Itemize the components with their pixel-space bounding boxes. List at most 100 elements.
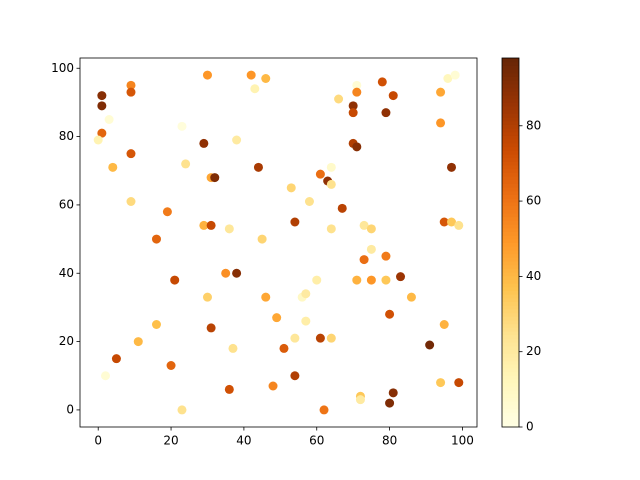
- point: [396, 272, 406, 282]
- point: [326, 224, 336, 234]
- colorbar-segment: [502, 216, 519, 221]
- point: [104, 115, 114, 124]
- colorbar-segment: [502, 128, 519, 133]
- colorbar-segment: [502, 305, 519, 310]
- colorbar-segment: [502, 272, 519, 277]
- colorbar-segment: [502, 319, 519, 325]
- colorbar-segment: [502, 168, 519, 173]
- point: [326, 162, 336, 172]
- colorbar-segment: [502, 404, 519, 410]
- colorbar-segment: [502, 98, 519, 103]
- point: [170, 275, 180, 285]
- colorbar-segment: [502, 415, 519, 421]
- colorbar-segment: [502, 153, 519, 159]
- point: [206, 220, 216, 230]
- colorbar-segment: [502, 393, 519, 398]
- point: [447, 162, 457, 172]
- colorbar-segment: [502, 275, 519, 280]
- point: [246, 70, 256, 80]
- colorbar-segment: [502, 142, 519, 148]
- colorbar-segment: [502, 375, 519, 380]
- point: [436, 87, 446, 97]
- colorbar-tick-label: 0: [526, 420, 534, 434]
- colorbar-segment: [502, 334, 519, 339]
- point: [177, 405, 187, 415]
- point: [447, 217, 457, 227]
- point: [315, 333, 325, 343]
- point: [97, 128, 107, 138]
- point: [100, 371, 110, 381]
- colorbar-segment: [502, 109, 519, 114]
- colorbar-tick-label: 40: [526, 269, 541, 283]
- colorbar-segment: [502, 349, 519, 354]
- colorbar-segment: [502, 179, 519, 184]
- point: [454, 220, 464, 230]
- colorbar-segment: [502, 264, 519, 269]
- point: [253, 162, 263, 172]
- point: [381, 251, 391, 261]
- colorbar-segment: [502, 117, 519, 122]
- point: [250, 84, 260, 94]
- colorbar-segment: [502, 224, 519, 229]
- point: [352, 275, 362, 285]
- point: [319, 405, 329, 415]
- colorbar-segment: [502, 297, 519, 303]
- colorbar-tick-label: 60: [526, 194, 541, 208]
- colorbar-segment: [502, 316, 519, 321]
- point: [385, 309, 395, 319]
- colorbar-segment: [502, 238, 519, 243]
- colorbar-segment: [502, 172, 519, 177]
- y-tick-label: 100: [51, 61, 74, 75]
- point: [366, 224, 376, 234]
- colorbar-segment: [502, 283, 519, 288]
- colorbar-segment: [502, 308, 519, 314]
- colorbar-segment: [502, 301, 519, 306]
- point: [93, 135, 103, 145]
- x-tick-label: 80: [382, 434, 397, 448]
- colorbar-segment: [502, 65, 519, 70]
- colorbar-segment: [502, 124, 519, 129]
- point: [268, 381, 278, 391]
- point: [232, 135, 242, 145]
- colorbar-segment: [502, 294, 519, 299]
- y-tick-label: 60: [59, 197, 74, 211]
- point: [199, 138, 209, 148]
- colorbar-segment: [502, 161, 519, 166]
- colorbar-segment: [502, 257, 519, 262]
- x-tick-label: 100: [451, 434, 474, 448]
- colorbar-segment: [502, 338, 519, 343]
- colorbar-segment: [502, 187, 519, 192]
- colorbar-segment: [502, 105, 519, 111]
- point: [454, 378, 464, 388]
- colorbar-segment: [502, 135, 519, 140]
- point: [315, 169, 325, 179]
- colorbar-tick-label: 80: [526, 118, 541, 132]
- point: [272, 313, 282, 323]
- colorbar-segment: [502, 102, 519, 107]
- point: [352, 87, 362, 97]
- colorbar-segment: [502, 390, 519, 395]
- point: [352, 80, 362, 90]
- colorbar-segment: [502, 183, 519, 188]
- x-tick-label: 0: [94, 434, 102, 448]
- colorbar-segment: [502, 83, 519, 89]
- point: [290, 333, 300, 343]
- colorbar-segment: [502, 231, 519, 236]
- point: [381, 275, 391, 285]
- colorbar-segment: [502, 401, 519, 406]
- point: [126, 80, 136, 90]
- point: [206, 323, 216, 333]
- point: [348, 108, 358, 118]
- point: [126, 87, 136, 97]
- point: [366, 244, 376, 254]
- point: [388, 388, 398, 398]
- y-tick-label: 0: [66, 402, 74, 416]
- colorbar-segment: [502, 353, 519, 358]
- point: [224, 224, 234, 234]
- point: [312, 275, 322, 285]
- point: [425, 340, 435, 350]
- colorbar-segment: [502, 253, 519, 258]
- point: [334, 94, 344, 104]
- point: [257, 234, 267, 244]
- point: [439, 320, 449, 329]
